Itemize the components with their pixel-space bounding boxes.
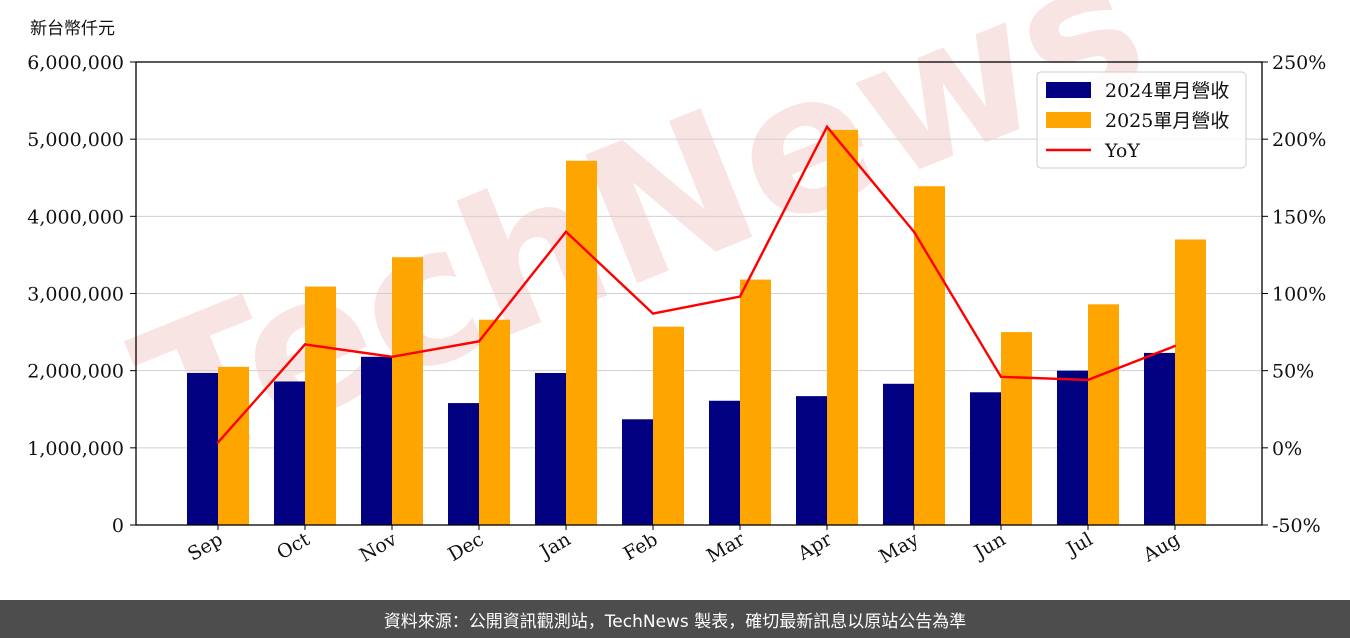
legend-swatch <box>1046 112 1091 128</box>
bar-2025-oct <box>305 286 336 525</box>
y2-tick-label: 50% <box>1272 361 1314 383</box>
y2-tick-label: 200% <box>1272 129 1326 151</box>
yoy-point-mar <box>738 295 742 298</box>
y-tick-label: 3,000,000 <box>27 284 124 306</box>
bar-2024-mar <box>709 400 740 525</box>
legend-swatch <box>1046 82 1091 98</box>
yoy-line <box>217 124 1176 444</box>
bar-2024-sep <box>187 372 218 525</box>
y-tick-label: 6,000,000 <box>27 52 124 74</box>
x-tick-label-aug: Aug <box>1139 528 1184 567</box>
yoy-point-dec <box>477 340 481 343</box>
bar-2024-feb <box>622 419 653 525</box>
x-tick-label-apr: Apr <box>793 528 836 565</box>
bar-2024-aug <box>1144 352 1175 525</box>
y2-tick-label: 250% <box>1272 52 1326 74</box>
bar-2024-jul <box>1057 370 1088 525</box>
bar-2025-feb <box>653 326 684 525</box>
x-tick-label-may: May <box>876 528 923 568</box>
y-tick-label: 0 <box>112 515 124 537</box>
x-tick-label-feb: Feb <box>620 528 662 565</box>
x-tick-label-jul: Jul <box>1061 528 1096 561</box>
yoy-point-may <box>912 230 916 233</box>
y2-tick-label: 100% <box>1272 284 1326 306</box>
bar-2025-jun <box>1001 332 1032 525</box>
bar-2024-oct <box>274 381 305 525</box>
yoy-point-nov <box>390 355 394 358</box>
x-tick-label-jan: Jan <box>535 528 575 564</box>
footer-source-bar: 資料來源：公開資訊觀測站，TechNews 製表，確切最新訊息以原站公告為準 <box>0 600 1350 638</box>
bar-2025-apr <box>827 129 858 525</box>
legend-label: 2025單月營收 <box>1105 110 1229 132</box>
y2-tick-label: 0% <box>1272 438 1302 460</box>
y-tick-label: 4,000,000 <box>27 206 124 228</box>
bar-2024-jun <box>970 392 1001 525</box>
y-tick-label: 1,000,000 <box>27 438 124 460</box>
bar-2024-nov <box>361 356 392 525</box>
y-axis-unit-label: 新台幣仟元 <box>30 19 115 39</box>
bar-2024-dec <box>448 403 479 525</box>
y-tick-label: 5,000,000 <box>27 129 124 151</box>
yoy-point-jan <box>564 230 568 233</box>
bar-2025-jan <box>566 160 597 526</box>
yoy-point-feb <box>651 312 655 315</box>
yoy-point-apr <box>825 125 829 129</box>
bar-2024-jan <box>535 372 566 525</box>
x-tick-label-sep: Sep <box>184 528 227 565</box>
yoy-point-sep <box>216 441 220 444</box>
revenue-chart: TechNews01,000,0002,000,0003,000,0004,00… <box>27 0 1326 568</box>
bar-2025-sep <box>218 366 249 525</box>
bar-2025-may <box>914 186 945 525</box>
legend-label: 2024單月營收 <box>1105 80 1229 102</box>
bar-2024-may <box>883 383 914 525</box>
x-tick-label-jun: Jun <box>969 528 1010 564</box>
bar-2025-aug <box>1175 239 1206 525</box>
x-tick-label-dec: Dec <box>444 528 487 566</box>
y2-tick-label: -50% <box>1272 515 1321 537</box>
x-tick-label-oct: Oct <box>273 528 314 564</box>
bar-2024-apr <box>796 396 827 525</box>
footer-source-text: 資料來源：公開資訊觀測站，TechNews 製表，確切最新訊息以原站公告為準 <box>383 611 967 632</box>
bar-2025-jul <box>1088 304 1119 525</box>
yoy-point-jul <box>1086 378 1090 382</box>
x-tick-label-nov: Nov <box>356 528 401 567</box>
y-tick-label: 2,000,000 <box>27 361 124 383</box>
bar-2025-mar <box>740 279 771 525</box>
yoy-point-jun <box>999 375 1003 379</box>
x-tick-label-mar: Mar <box>703 528 749 567</box>
yoy-point-oct <box>303 343 307 346</box>
bar-2025-nov <box>392 257 423 525</box>
bar-2025-dec <box>479 319 510 525</box>
yoy-point-aug <box>1173 344 1177 348</box>
legend-label: YoY <box>1104 140 1140 162</box>
y2-tick-label: 150% <box>1272 206 1326 228</box>
